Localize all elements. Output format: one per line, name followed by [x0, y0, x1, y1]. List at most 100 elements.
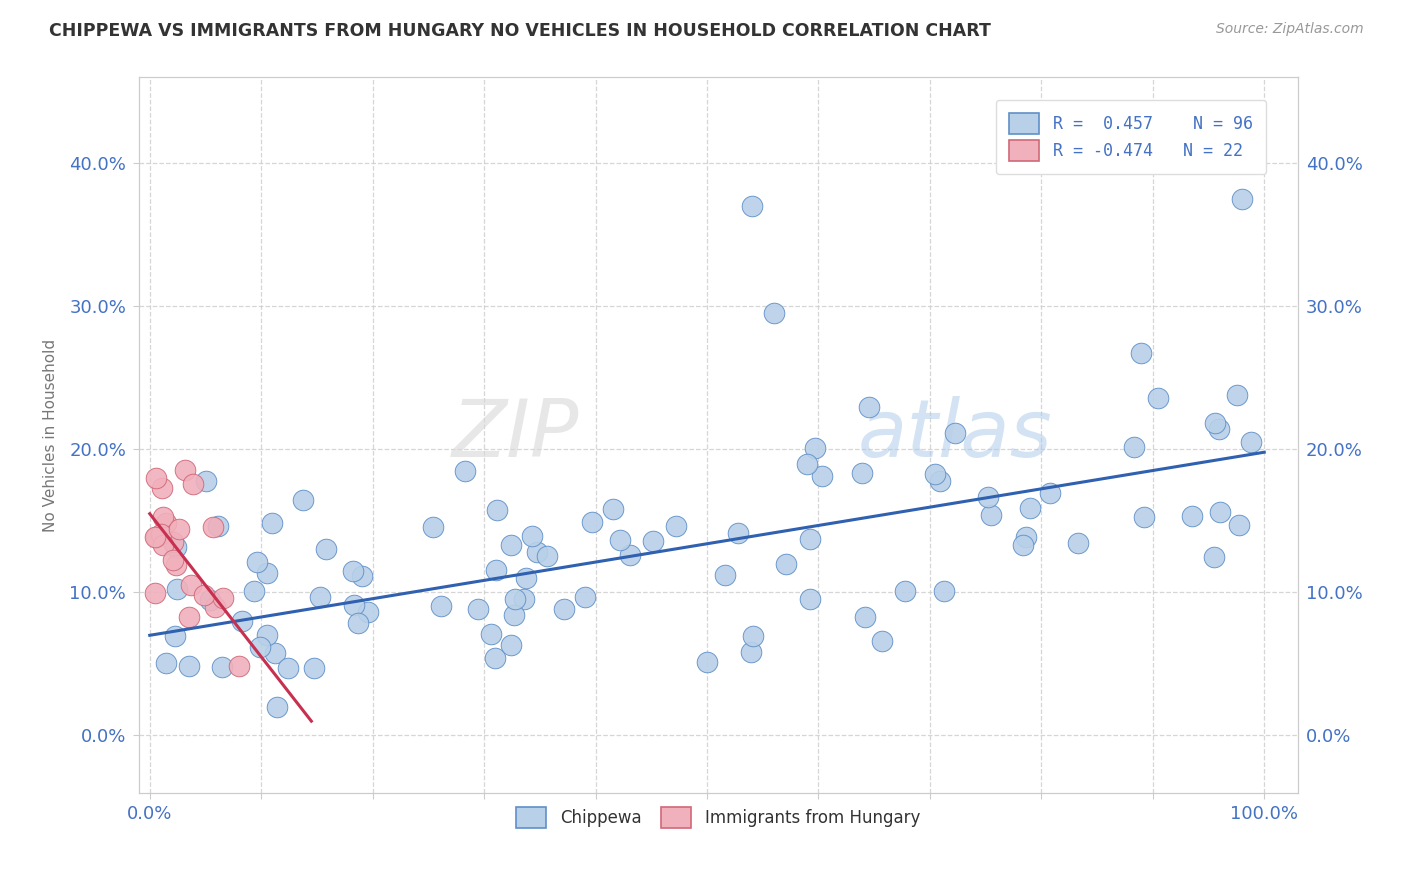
- Point: [201, 520, 224, 534]
- Y-axis label: No Vehicles in Household: No Vehicles in Household: [44, 338, 58, 532]
- Point: [315, 541, 337, 556]
- Point: [485, 563, 508, 577]
- Point: [145, 530, 167, 544]
- Point: [479, 626, 502, 640]
- Point: [242, 584, 264, 599]
- Point: [1146, 391, 1168, 405]
- Point: [195, 474, 218, 488]
- Point: [858, 400, 880, 414]
- Text: atlas: atlas: [858, 396, 1052, 474]
- Point: [1181, 509, 1204, 524]
- Point: [180, 578, 202, 592]
- Point: [1067, 535, 1090, 549]
- Point: [1208, 422, 1230, 436]
- Point: [1204, 416, 1226, 430]
- Point: [522, 529, 544, 543]
- Point: [143, 531, 166, 545]
- Point: [454, 464, 477, 478]
- Point: [1015, 530, 1038, 544]
- Point: [1018, 501, 1040, 516]
- Point: [308, 591, 330, 605]
- Point: [246, 555, 269, 569]
- Point: [741, 629, 763, 643]
- Point: [352, 569, 374, 583]
- Point: [162, 535, 184, 549]
- Point: [1227, 518, 1250, 533]
- Point: [727, 526, 749, 541]
- Point: [166, 582, 188, 596]
- Point: [1230, 192, 1253, 206]
- Point: [619, 548, 641, 562]
- Point: [155, 516, 177, 530]
- Legend: Chippewa, Immigrants from Hungary: Chippewa, Immigrants from Hungary: [509, 801, 927, 834]
- Point: [894, 584, 917, 599]
- Point: [741, 199, 763, 213]
- Point: [536, 549, 558, 564]
- Point: [484, 651, 506, 665]
- Point: [143, 586, 166, 600]
- Point: [179, 610, 201, 624]
- Point: [811, 469, 834, 483]
- Point: [152, 510, 174, 524]
- Point: [1219, 156, 1241, 170]
- Point: [1209, 505, 1232, 519]
- Point: [1225, 388, 1247, 402]
- Point: [155, 656, 177, 670]
- Point: [422, 519, 444, 533]
- Point: [198, 593, 221, 607]
- Text: CHIPPEWA VS IMMIGRANTS FROM HUNGARY NO VEHICLES IN HOUSEHOLD CORRELATION CHART: CHIPPEWA VS IMMIGRANTS FROM HUNGARY NO V…: [49, 22, 991, 40]
- Point: [804, 442, 827, 456]
- Point: [264, 646, 287, 660]
- Point: [934, 583, 956, 598]
- Point: [177, 658, 200, 673]
- Point: [609, 533, 631, 547]
- Text: ZIP: ZIP: [451, 396, 579, 474]
- Point: [943, 425, 966, 440]
- Point: [163, 629, 186, 643]
- Point: [501, 638, 523, 652]
- Point: [513, 591, 536, 606]
- Point: [174, 463, 197, 477]
- Point: [291, 492, 314, 507]
- Point: [207, 518, 229, 533]
- Point: [1202, 549, 1225, 564]
- Text: Source: ZipAtlas.com: Source: ZipAtlas.com: [1216, 22, 1364, 37]
- Point: [502, 608, 524, 623]
- Point: [515, 571, 537, 585]
- Point: [602, 501, 624, 516]
- Point: [1012, 538, 1035, 552]
- Point: [740, 645, 762, 659]
- Point: [347, 616, 370, 631]
- Point: [430, 599, 453, 613]
- Point: [150, 481, 173, 495]
- Point: [256, 628, 278, 642]
- Point: [526, 545, 548, 559]
- Point: [924, 467, 946, 482]
- Point: [853, 609, 876, 624]
- Point: [499, 537, 522, 551]
- Point: [503, 591, 526, 606]
- Point: [641, 533, 664, 548]
- Point: [342, 564, 364, 578]
- Point: [574, 591, 596, 605]
- Point: [342, 599, 364, 613]
- Point: [665, 518, 688, 533]
- Point: [762, 306, 785, 320]
- Point: [167, 522, 190, 536]
- Point: [204, 599, 226, 614]
- Point: [277, 661, 299, 675]
- Point: [775, 557, 797, 571]
- Point: [581, 515, 603, 529]
- Point: [211, 660, 233, 674]
- Point: [1133, 509, 1156, 524]
- Point: [713, 568, 735, 582]
- Point: [1122, 440, 1144, 454]
- Point: [181, 476, 204, 491]
- Point: [796, 457, 818, 471]
- Point: [799, 592, 821, 607]
- Point: [302, 661, 325, 675]
- Point: [1130, 345, 1153, 359]
- Point: [145, 471, 167, 485]
- Point: [211, 591, 233, 605]
- Point: [149, 527, 172, 541]
